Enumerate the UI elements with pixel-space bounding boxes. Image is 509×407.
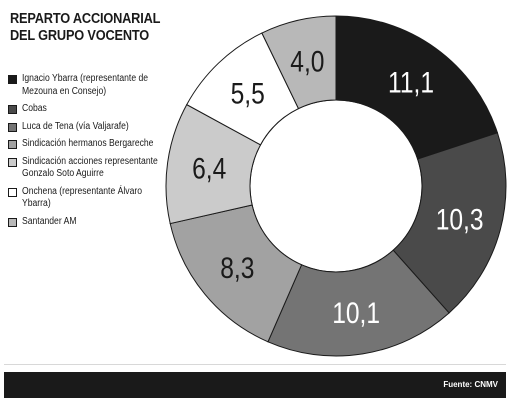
donut-hole bbox=[249, 99, 423, 273]
slice-value-label: 4,0 bbox=[290, 44, 324, 78]
slice-value-label: 6,4 bbox=[192, 151, 226, 185]
chart-title-line-2: DEL GRUPO VOCENTO bbox=[10, 28, 150, 44]
slice-value-label: 10,1 bbox=[332, 295, 380, 329]
legend-item: Luca de Tena (vía Valjarafe) bbox=[8, 121, 183, 134]
legend-item: Sindicación hermanos Bergareche bbox=[8, 138, 183, 151]
donut-slice bbox=[267, 249, 450, 357]
legend-swatch bbox=[8, 157, 17, 167]
legend-label: Cobas bbox=[22, 103, 47, 114]
legend-swatch bbox=[8, 217, 17, 227]
legend-label: Sindicación hermanos Bergareche bbox=[22, 138, 154, 149]
legend-swatch bbox=[8, 140, 17, 149]
donut-slice bbox=[261, 15, 337, 110]
donut-slice bbox=[186, 32, 300, 146]
legend-item: Sindicación acciones representante Gonza… bbox=[8, 156, 183, 181]
legend-swatch bbox=[8, 187, 17, 197]
chart-title: REPARTO ACCIONARIAL DEL GRUPO VOCENTO bbox=[10, 11, 186, 45]
legend-label: Santander AM bbox=[22, 215, 77, 227]
legend-swatch bbox=[8, 105, 17, 114]
legend-label: Ignacio Ybarra (representante de Mezouna… bbox=[22, 73, 149, 97]
slice-value-label: 11,1 bbox=[388, 65, 434, 99]
donut-slice bbox=[392, 132, 507, 314]
slice-value-label: 10,3 bbox=[436, 202, 484, 236]
chart-title-line-1: REPARTO ACCIONARIAL bbox=[10, 11, 161, 27]
donut-slice bbox=[335, 15, 499, 160]
legend-item: Ignacio Ybarra (representante de Mezouna… bbox=[8, 73, 183, 98]
donut-slice bbox=[169, 204, 303, 343]
slice-value-label: 8,3 bbox=[220, 251, 254, 285]
legend-swatch bbox=[8, 75, 17, 84]
legend-label: Sindicación acciones representante Gonza… bbox=[22, 155, 158, 180]
legend-item: Onchena (representante Álvaro Ybarra) bbox=[8, 186, 183, 211]
chart-legend: Ignacio Ybarra (representante de Mezouna… bbox=[8, 73, 183, 233]
legend-item: Santander AM bbox=[8, 216, 183, 229]
legend-item: Cobas bbox=[8, 103, 183, 116]
footer-bar: Fuente: CNMV bbox=[4, 372, 506, 398]
slice-value-label: 5,5 bbox=[231, 76, 265, 110]
legend-label: Luca de Tena (vía Valjarafe) bbox=[22, 120, 129, 132]
divider bbox=[4, 364, 506, 365]
source-note: Fuente: CNMV bbox=[443, 380, 498, 389]
legend-swatch bbox=[8, 122, 17, 132]
legend-label: Onchena (representante Álvaro Ybarra) bbox=[22, 185, 142, 210]
